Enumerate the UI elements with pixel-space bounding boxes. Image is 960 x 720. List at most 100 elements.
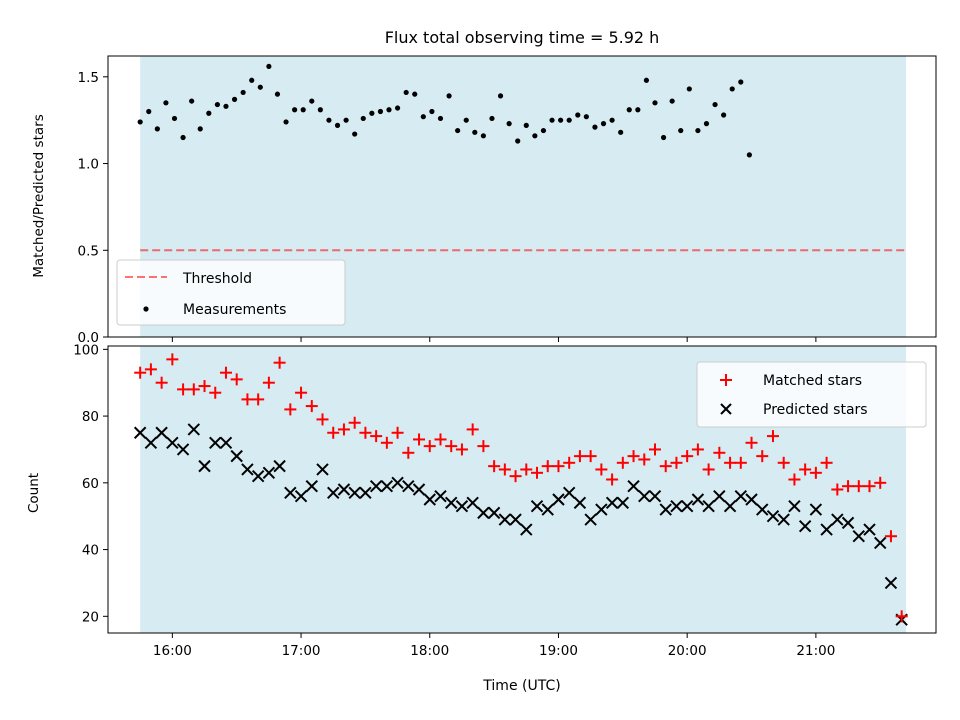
predicted-stars-point — [702, 499, 715, 513]
x-tick-label: 16:00 — [153, 643, 192, 659]
matched-stars-point — [423, 440, 436, 453]
predicted-stars-point — [487, 506, 501, 520]
predicted-stars-point — [187, 423, 201, 436]
predicted-stars-point — [466, 496, 479, 510]
predicted-stars-point — [863, 523, 876, 536]
predicted-stars-point — [348, 486, 361, 500]
measurement-point — [446, 93, 452, 99]
measurement-point — [643, 77, 650, 83]
matched-stars-point — [498, 463, 511, 476]
matched-stars-point — [659, 460, 672, 473]
matched-stars-point — [691, 443, 704, 456]
matched-stars-point — [316, 413, 329, 426]
measurement-point — [163, 100, 169, 106]
legend-measurements-label: Measurements — [183, 302, 286, 318]
predicted-stars-point — [509, 513, 522, 526]
measurement-point — [669, 98, 675, 104]
measurement-point — [738, 79, 744, 85]
matched-stars-point — [488, 460, 501, 473]
matched-stars-point — [241, 393, 254, 406]
predicted-stars-point — [820, 523, 833, 536]
predicted-stars-point — [230, 449, 243, 463]
predicted-stars-point — [691, 493, 705, 506]
legend-predicted-swatch — [720, 403, 732, 415]
measurement-point — [523, 122, 529, 128]
measurement-point — [317, 107, 323, 113]
predicted-stars-point — [627, 479, 640, 493]
matched-stars-point — [166, 353, 179, 366]
matched-stars-point — [563, 456, 576, 469]
predicted-stars-point — [498, 513, 512, 526]
measurement-point — [403, 89, 409, 96]
measurement-point — [292, 107, 298, 113]
matched-stars-point — [380, 436, 393, 449]
measurement-point — [360, 115, 366, 122]
matched-stars-point — [573, 450, 586, 463]
matched-stars-point — [155, 376, 168, 389]
predicted-stars-point — [402, 479, 415, 493]
predicted-stars-point — [584, 513, 597, 526]
matched-stars-point — [627, 450, 640, 463]
predicted-stars-point — [155, 426, 168, 439]
predicted-stars-point — [434, 489, 447, 503]
matched-stars-point — [713, 446, 726, 459]
predicted-stars-point — [445, 496, 458, 510]
legend-matched-label: Matched stars — [763, 373, 862, 389]
predicted-stars-point — [638, 489, 651, 503]
predicted-stars-point — [316, 463, 329, 476]
matched-stars-point — [337, 423, 350, 436]
matched-stars-point — [541, 460, 554, 473]
measurement-point — [171, 115, 178, 122]
predicted-stars-point — [251, 469, 265, 483]
measurement-point — [214, 101, 220, 108]
matched-stars-point — [809, 466, 822, 479]
measurement-point — [189, 98, 195, 104]
matched-stars-point — [413, 433, 426, 446]
measurement-point — [472, 129, 478, 135]
matched-stars-point — [187, 383, 200, 396]
predicted-stars-point — [133, 426, 147, 439]
predicted-stars-point — [455, 499, 469, 513]
measurement-point — [334, 122, 341, 128]
matched-stars-point — [756, 450, 769, 463]
measurement-point — [343, 117, 349, 123]
top-axes-frame — [107, 55, 937, 338]
predicted-stars-point — [541, 503, 554, 516]
measurement-point — [300, 107, 306, 113]
measurement-point — [515, 138, 521, 144]
matched-stars-point — [144, 363, 157, 376]
bottom-ytick-label: 80 — [82, 409, 99, 425]
measurement-point — [626, 107, 632, 113]
matched-stars-point — [606, 473, 619, 486]
measurement-point — [618, 129, 624, 135]
matched-stars-point — [252, 393, 265, 406]
measurement-point — [377, 108, 384, 115]
matched-stars-point — [863, 480, 876, 493]
matched-stars-point — [177, 383, 190, 396]
bottom-ytick-label: 100 — [73, 342, 99, 358]
measurement-point — [566, 117, 572, 123]
matched-stars-point — [402, 446, 415, 459]
predicted-stars-point — [809, 503, 823, 516]
predicted-stars-point — [412, 483, 426, 496]
predicted-stars-point — [369, 479, 383, 493]
predicted-stars-point — [391, 476, 404, 490]
measurement-point — [309, 98, 315, 104]
predicted-stars-point — [294, 489, 308, 503]
x-tick-label: 18:00 — [410, 643, 449, 659]
matched-stars-point — [648, 443, 661, 456]
matched-stars-point — [884, 530, 897, 543]
measurement-point — [746, 152, 752, 158]
top-legend: Threshold Measurements — [116, 259, 346, 326]
x-tick-label: 19:00 — [539, 643, 578, 659]
matched-stars-point — [327, 426, 340, 439]
matched-stars-point — [262, 376, 275, 389]
x-tick-label: 20:00 — [668, 643, 707, 659]
matched-stars-point — [445, 440, 458, 453]
matched-stars-point — [219, 366, 232, 379]
matched-stars-point — [584, 450, 597, 463]
predicted-stars-point — [659, 503, 672, 516]
legend-matched-swatch — [720, 374, 732, 386]
matched-stars-point — [284, 403, 297, 416]
measurement-point — [455, 127, 461, 134]
